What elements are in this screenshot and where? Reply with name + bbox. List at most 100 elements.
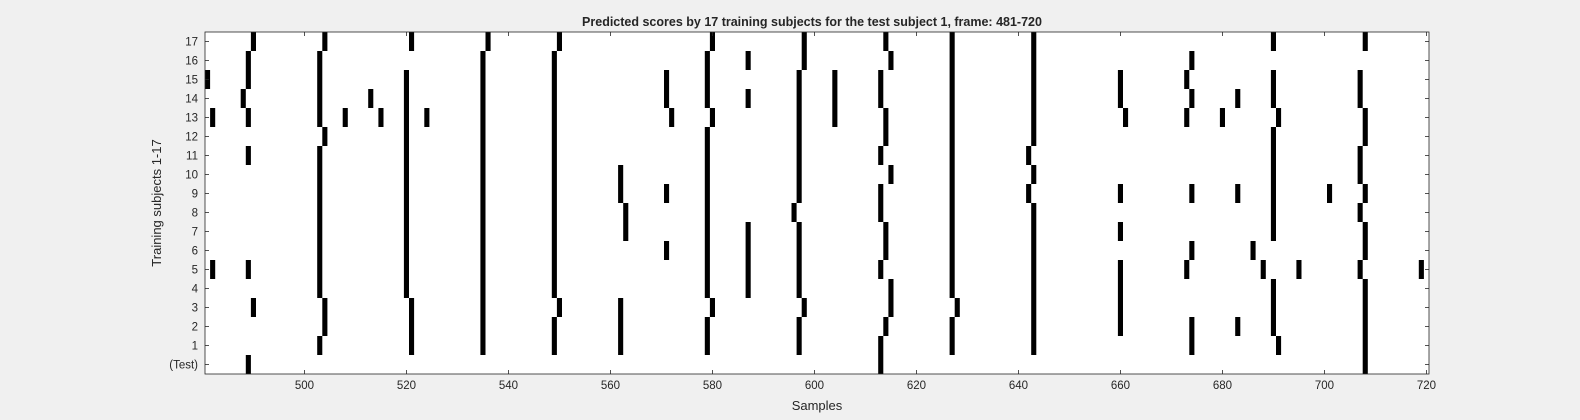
x-tick-label: 620 [907,380,926,392]
score-mark [949,336,955,355]
score-mark [1031,260,1037,279]
score-mark [551,146,557,165]
score-mark [704,222,710,241]
score-mark [1235,184,1241,203]
score-mark [368,89,374,108]
y-tick-label: 5 [192,265,198,277]
score-mark [878,184,884,203]
score-mark [1362,279,1368,298]
score-mark [1184,70,1190,89]
score-mark [1362,108,1368,127]
score-mark [1189,184,1195,203]
score-mark [1031,108,1037,127]
score-mark [1031,70,1037,89]
score-mark [949,279,955,298]
score-mark [1270,279,1276,298]
x-tick-label: 720 [1417,380,1436,392]
chart-title: Predicted scores by 17 training subjects… [582,15,1042,29]
score-mark [664,89,670,108]
score-mark [551,203,557,222]
score-mark [745,51,751,70]
score-mark [878,70,884,89]
score-mark [245,70,251,89]
score-mark [1270,165,1276,184]
score-mark [796,89,802,108]
score-mark [949,108,955,127]
score-mark [888,298,894,317]
score-mark [623,222,629,241]
score-mark [1327,184,1333,203]
score-mark [1250,241,1256,260]
x-tick-label: 580 [703,380,722,392]
score-mark [403,108,409,127]
score-mark [704,165,710,184]
score-mark [245,108,251,127]
score-mark [403,203,409,222]
score-mark [1031,203,1037,222]
score-mark [888,165,894,184]
score-mark [704,89,710,108]
score-mark [1270,203,1276,222]
score-mark [317,184,323,203]
score-mark [322,32,328,51]
score-mark [1270,222,1276,241]
score-mark [403,241,409,260]
score-mark [409,336,415,355]
score-mark [618,165,624,184]
score-mark [1235,317,1241,336]
score-mark [480,203,486,222]
score-mark [1362,336,1368,355]
score-mark [745,279,751,298]
score-mark [409,298,415,317]
y-tick-label: 12 [185,132,198,144]
score-mark [791,203,797,222]
score-mark [796,146,802,165]
score-mark [883,32,889,51]
score-mark [618,336,624,355]
score-mark [709,298,715,317]
y-tick-label: 17 [185,37,198,49]
y-tick-label: 15 [185,75,198,87]
x-tick-label: 680 [1213,380,1232,392]
x-axis-label: Samples [792,398,843,413]
score-mark [878,89,884,108]
score-mark [409,317,415,336]
score-mark [704,203,710,222]
score-mark [1031,165,1037,184]
score-mark [618,298,624,317]
score-mark [1189,89,1195,108]
score-mark [556,32,562,51]
score-mark [1031,127,1037,146]
score-mark [322,127,328,146]
score-mark [1270,184,1276,203]
score-mark [949,184,955,203]
score-mark [1362,222,1368,241]
score-mark [1296,260,1302,279]
score-mark [1117,260,1123,279]
score-mark [480,108,486,127]
score-mark [1031,336,1037,355]
score-mark [317,203,323,222]
score-mark [317,241,323,260]
score-mark [317,70,323,89]
score-mark [954,298,960,317]
score-mark [1031,32,1037,51]
score-mark [480,260,486,279]
y-axis-label: Training subjects 1-17 [149,139,164,266]
score-mark [664,184,670,203]
score-mark [796,108,802,127]
score-mark [1026,146,1032,165]
score-mark [878,146,884,165]
score-marks [205,32,1424,374]
score-mark [796,127,802,146]
score-mark [878,260,884,279]
score-mark [480,146,486,165]
y-tick-label: 11 [186,151,198,163]
score-mark [704,317,710,336]
score-mark [1357,70,1363,89]
score-mark [480,165,486,184]
score-mark [403,89,409,108]
score-mark [551,279,557,298]
